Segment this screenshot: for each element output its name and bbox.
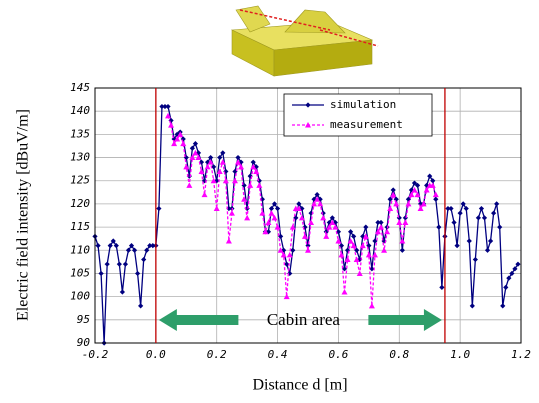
x-tick-label: 1.2: [511, 348, 531, 361]
y-axis-label: Electric field intensity [dBuV/m]: [15, 109, 32, 321]
y-tick-label: 135: [70, 127, 90, 140]
y-tick-label: 130: [70, 151, 90, 164]
x-tick-label: 0.6: [328, 348, 348, 361]
y-tick-label: 100: [70, 290, 90, 303]
annotation: Cabin area: [267, 310, 341, 329]
y-tick-label: 95: [77, 313, 90, 326]
model-illustration: [232, 6, 378, 76]
chart: Distance d [m] Electric field intensity …: [0, 0, 539, 403]
x-tick-label: 1.0: [450, 348, 470, 361]
legend-label: simulation: [330, 98, 396, 111]
y-tick-label: 140: [70, 104, 90, 117]
x-tick-label: 0.0: [146, 348, 166, 361]
x-tick-label: 0.8: [389, 348, 409, 361]
x-tick-label: -0.2: [82, 348, 109, 361]
x-tick-label: 0.2: [207, 348, 227, 361]
y-tick-label: 120: [70, 197, 90, 210]
y-tick-label: 105: [70, 266, 90, 279]
legend-label: measurement: [330, 118, 403, 131]
x-tick-label: 0.4: [268, 348, 288, 361]
y-tick-label: 125: [70, 174, 90, 187]
y-tick-label: 145: [70, 81, 90, 94]
x-axis-label: Distance d [m]: [252, 377, 347, 394]
y-tick-label: 115: [70, 220, 90, 233]
y-tick-label: 110: [70, 243, 90, 256]
